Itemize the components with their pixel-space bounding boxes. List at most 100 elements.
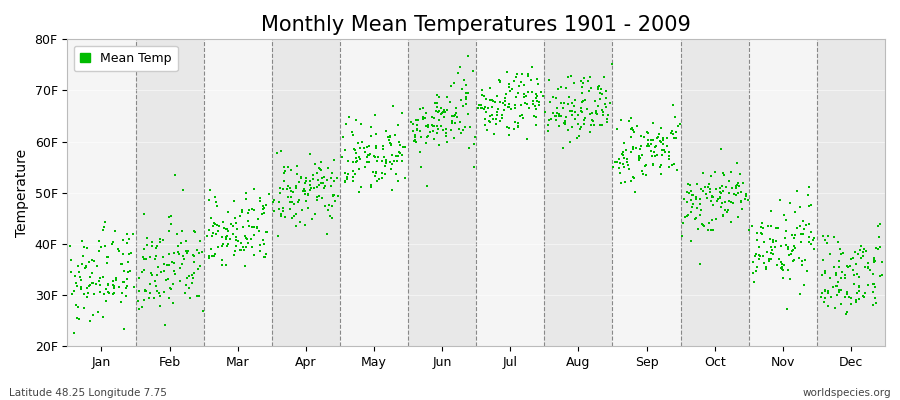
Point [680,198,694,205]
Point [221,228,236,234]
Point [620,159,634,165]
Point [290,171,304,177]
Point [82,283,96,290]
Point [541,127,555,134]
Point [200,232,214,239]
Point [802,238,816,245]
Point [873,273,887,279]
Point [298,180,312,186]
Point [634,168,649,174]
Point [176,256,191,262]
Point [387,158,401,164]
Point [858,290,872,296]
Point [596,112,610,118]
Point [256,205,271,211]
Point [272,199,286,205]
Point [729,185,743,192]
Point [869,245,884,252]
Point [862,266,877,273]
Point [220,226,234,232]
Point [239,234,254,241]
Point [79,263,94,269]
Point [788,244,802,251]
Point [641,141,655,148]
Point [364,124,378,131]
Point [550,105,564,112]
Point [528,103,543,109]
Point [769,224,783,231]
Point [512,112,526,119]
Point [445,113,459,119]
Point [290,163,304,170]
Point [352,188,366,195]
Point [578,97,592,104]
Point [732,183,746,189]
Point [477,106,491,112]
Point [283,199,297,206]
Point [172,251,186,258]
Point [872,244,886,250]
Point [749,268,763,274]
Point [384,141,399,147]
Point [714,190,728,196]
Point [750,236,764,243]
Point [645,137,660,143]
Point [346,174,360,180]
Point [158,322,172,328]
Point [298,191,312,198]
Point [338,179,352,185]
Point [667,160,681,167]
Point [320,231,334,238]
Point [713,189,727,195]
Point [832,289,846,295]
Point [408,132,422,138]
Point [854,255,868,261]
Point [368,154,382,160]
Point [325,214,339,221]
Point [802,203,816,210]
Point [64,257,78,264]
Point [722,198,736,204]
Point [447,80,462,86]
Point [693,201,707,207]
Point [622,117,636,124]
Point [764,256,778,262]
Point [654,171,669,177]
Point [384,187,399,193]
Point [350,158,365,164]
Point [770,262,784,268]
Point [752,244,766,250]
Point [229,220,243,227]
Point [408,134,422,140]
Point [472,102,487,109]
Point [83,318,97,324]
Point [756,225,770,231]
Bar [544,39,613,346]
Point [179,250,194,256]
Point [859,248,873,254]
Point [256,210,271,216]
Point [498,98,512,104]
Point [228,215,242,221]
Point [783,200,797,206]
Point [85,280,99,286]
Point [301,190,315,197]
Point [504,106,518,112]
Point [840,311,854,318]
Point [491,112,505,118]
Point [68,288,82,294]
Point [83,282,97,288]
Point [583,129,598,135]
Point [616,152,631,159]
Point [258,202,273,208]
Point [347,170,362,177]
Point [775,261,789,268]
Point [148,245,163,252]
Point [249,224,264,231]
Point [652,164,667,171]
Point [490,92,504,99]
Point [544,116,558,122]
Point [620,156,634,162]
Point [573,105,588,111]
Point [98,219,112,226]
